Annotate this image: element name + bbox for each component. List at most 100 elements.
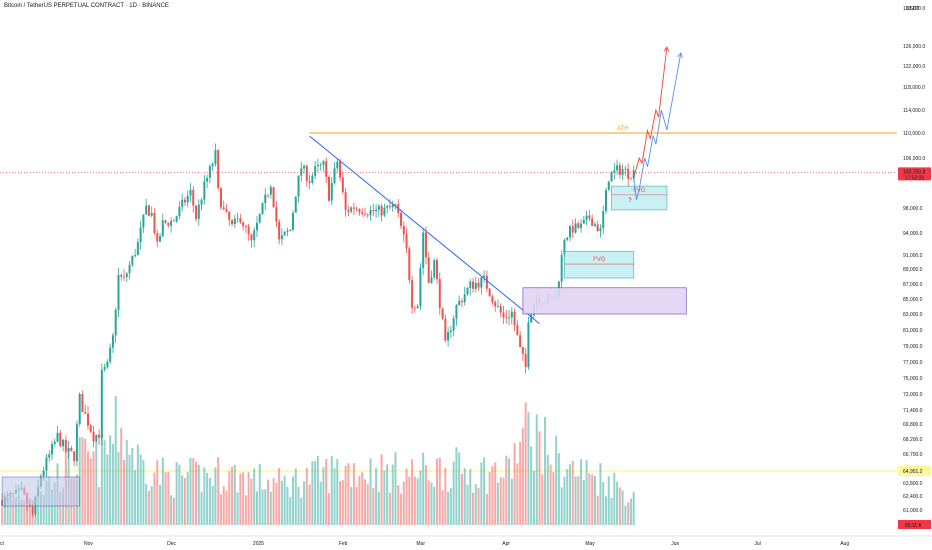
candle-body (111, 335, 114, 348)
volume-bar (34, 495, 37, 525)
volume-bar (566, 469, 569, 525)
candle-body (170, 220, 173, 226)
candle-body (444, 318, 447, 341)
volume-bar (358, 475, 361, 525)
candle-body (258, 214, 261, 223)
volume-bar (231, 466, 234, 525)
candle-body (181, 199, 184, 208)
volume-bar (624, 505, 627, 525)
volume-bar (6, 497, 9, 525)
candle-body (283, 231, 286, 236)
volume-bar (297, 486, 300, 525)
volume-bar (200, 492, 203, 525)
volume-bar (494, 462, 497, 525)
volume-bar (300, 497, 303, 525)
candle-body (150, 213, 153, 216)
candle-body (350, 207, 353, 212)
volume-bar (325, 459, 328, 525)
volume-bar (178, 464, 181, 525)
volume-bar (449, 488, 452, 525)
volume-bar (3, 496, 6, 525)
candle-body (427, 257, 430, 283)
candle-body (568, 226, 571, 238)
volume-bar (380, 454, 383, 525)
volume-bar (604, 496, 607, 525)
volume-bar (147, 491, 150, 525)
volume-bar (131, 447, 134, 525)
candle-body (231, 220, 234, 225)
y-tick-label: 79,000.0 (903, 344, 923, 350)
candle-body (244, 226, 247, 228)
candle-body (433, 260, 436, 278)
candle-body (610, 172, 613, 182)
y-tick-label: 98,000.0 (903, 206, 923, 212)
volume-bar (253, 468, 256, 525)
projection-red-arrowhead (663, 46, 670, 52)
volume-bar (469, 469, 472, 525)
candle-body (449, 330, 452, 333)
candle-body (341, 177, 344, 193)
volume-bar (483, 457, 486, 525)
candle-body (519, 335, 522, 348)
volume-bar (95, 441, 98, 525)
volume-bar (355, 486, 358, 525)
candle-body (469, 281, 472, 288)
candle-body (197, 204, 200, 219)
volume-bar (510, 478, 513, 525)
candle-body (347, 209, 350, 212)
volume-bar (513, 442, 516, 525)
candle-body (582, 219, 585, 224)
volume-bar (341, 480, 344, 525)
last-price-value: 103,703.8 (903, 169, 925, 175)
volume-bar (441, 490, 444, 525)
x-tick-label: Jul (754, 541, 760, 547)
x-tick-label: Dec (167, 541, 176, 547)
candle-body (134, 254, 137, 256)
volume-bar (527, 412, 530, 525)
volume-bar (255, 491, 258, 525)
volume-bar (145, 484, 148, 525)
y-tick-label: 81,000.0 (903, 328, 923, 334)
candle-body (530, 314, 533, 323)
candle-body (314, 166, 317, 176)
candle-body (211, 163, 214, 167)
candle-body (106, 361, 109, 368)
volume-bar (183, 477, 186, 525)
volume-bar (602, 482, 605, 525)
candle-body (319, 164, 322, 166)
volume-bar (192, 458, 195, 525)
candle-body (339, 161, 342, 178)
volume-bar (402, 481, 405, 525)
volume-bar (447, 491, 450, 525)
candle-body (361, 212, 364, 214)
volume-bar (336, 458, 339, 525)
volume-bar (264, 489, 267, 525)
candle-body (607, 181, 610, 191)
candle-body (48, 454, 51, 458)
candle-body (325, 161, 328, 177)
candle-body (458, 300, 461, 306)
candle-body (494, 302, 497, 307)
volume-bar (400, 493, 403, 525)
volume-bar (391, 464, 394, 525)
volume-bar (560, 487, 563, 525)
candle-body (250, 234, 253, 241)
volume-bar (172, 497, 175, 525)
candle-body (375, 209, 378, 212)
candle-body (488, 288, 491, 297)
candle-body (441, 308, 444, 319)
volume-bar (333, 468, 336, 525)
candle-body (219, 188, 222, 208)
volume-bar (419, 470, 422, 525)
candle-body (438, 279, 441, 309)
volume-bar (286, 486, 289, 525)
candle-body (145, 205, 148, 215)
y-tick-label: 114,000.0 (903, 108, 925, 114)
candle-body (200, 199, 203, 205)
volume-bar (369, 458, 372, 525)
volume-bar (408, 476, 411, 525)
candle-body (84, 412, 87, 414)
projection-blue-arrowhead (677, 52, 683, 58)
candle-body (364, 213, 366, 215)
